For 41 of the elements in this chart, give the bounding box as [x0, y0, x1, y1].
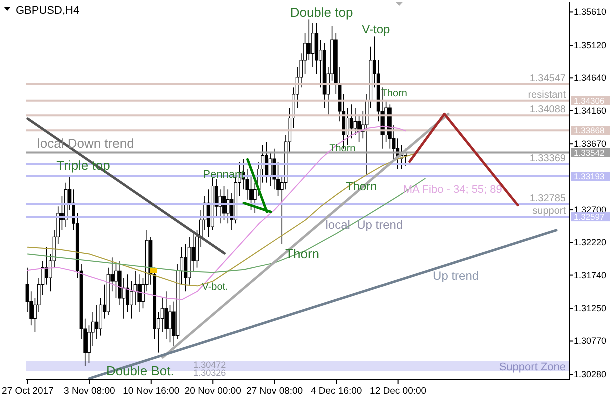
- ref-line-label: support: [532, 206, 566, 218]
- annotation: V-bot.: [202, 282, 228, 293]
- y-tick-label: 1.33193: [574, 172, 605, 182]
- y-tick-label: 1.34306: [574, 96, 605, 106]
- y-tick-label: 1.34640: [574, 73, 607, 84]
- ref-line-label: resistant: [528, 90, 566, 101]
- x-tick-label: 12 Dec 00:00: [370, 386, 427, 397]
- annotation: 1.30472: [194, 360, 226, 370]
- y-tick-label: 1.32220: [574, 238, 607, 248]
- y-tick-label: 1.33670: [574, 139, 607, 150]
- annotation: Thorn: [346, 179, 378, 194]
- y-tick-label: 1.30280: [574, 370, 607, 380]
- y-tick-label: 1.34160: [574, 106, 607, 116]
- annotation: Double top: [290, 5, 354, 20]
- chart-title: GBPUSD,H4: [16, 5, 80, 17]
- annotation: local Up trend: [326, 218, 404, 232]
- y-tick-label: 1.33868: [574, 126, 605, 136]
- x-tick-label: 20 Nov 00:00: [184, 386, 242, 397]
- annotation: Double Bot.: [106, 363, 174, 378]
- y-tick-label: 1.35610: [574, 7, 607, 18]
- band-label: Support Zone: [499, 361, 566, 374]
- y-tick-label: 1.33542: [574, 148, 605, 158]
- annotation: 1.30326: [194, 368, 226, 378]
- x-tick-label: 3 Nov 08:00: [64, 386, 116, 397]
- ref-line-label: 1.34547: [530, 73, 566, 84]
- annotation: Pennant: [203, 168, 244, 181]
- ref-line-label: 1.33369: [530, 154, 566, 165]
- annotation: Thorn: [330, 143, 356, 154]
- y-tick-label: 1.31740: [574, 270, 607, 280]
- x-tick-label: 27 Nov 08:00: [246, 386, 304, 397]
- y-tick-label: 1.30770: [574, 336, 607, 346]
- x-tick-label: 27 Oct 2017: [2, 386, 54, 397]
- y-tick-label: 1.35120: [574, 40, 607, 51]
- ref-line-label: 1.32785: [530, 193, 566, 204]
- annotation: V-top: [362, 22, 391, 37]
- ref-line-label: 1.34088: [530, 104, 566, 116]
- annotation: Up trend: [433, 269, 480, 283]
- x-tick-label: 10 Nov 16:00: [123, 386, 180, 397]
- y-tick-label: 1.31250: [574, 304, 607, 314]
- x-tick-label: 4 Dec 16:00: [310, 386, 362, 397]
- annotation: local Down trend: [37, 136, 134, 151]
